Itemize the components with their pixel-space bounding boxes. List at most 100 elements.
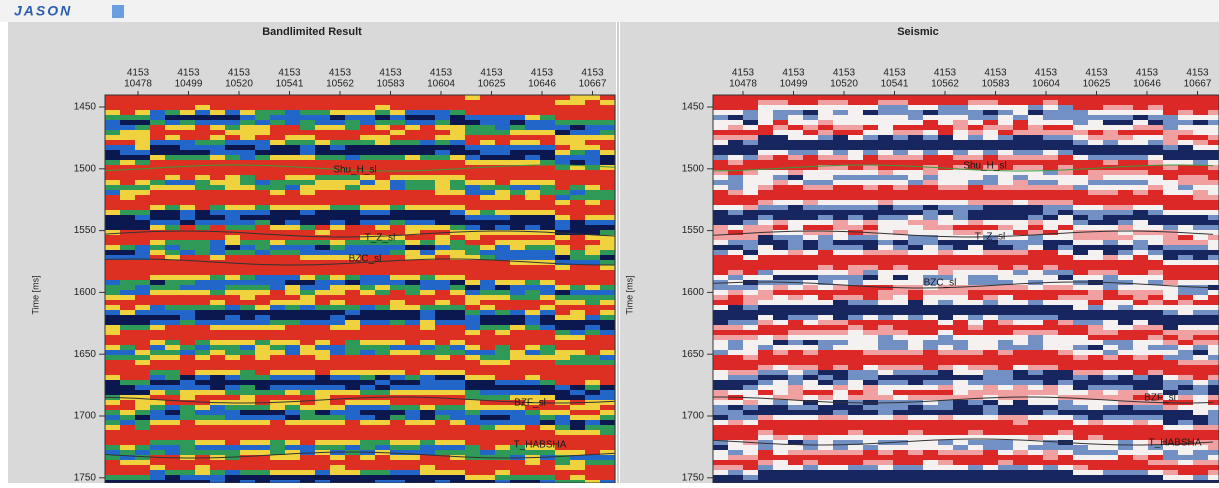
seismic-cell	[893, 305, 908, 310]
seismic-cell	[135, 190, 150, 195]
seismic-cell	[150, 365, 165, 370]
seismic-cell	[465, 260, 480, 265]
seismic-cell	[1028, 195, 1043, 200]
seismic-cell	[713, 260, 728, 265]
seismic-cell	[525, 380, 540, 385]
seismic-cell	[585, 130, 600, 135]
seismic-cell	[938, 395, 953, 400]
seismic-cell	[135, 380, 150, 385]
seismic-cell	[908, 110, 923, 115]
seismic-cell	[135, 285, 150, 290]
seismic-cell	[255, 115, 270, 120]
seismic-cell	[345, 355, 360, 360]
seismic-cell	[1088, 380, 1103, 385]
seismic-cell	[1013, 255, 1028, 260]
seismic-cell	[1163, 415, 1178, 420]
seismic-cell	[105, 250, 120, 255]
seismic-cell	[1103, 145, 1118, 150]
seismic-cell	[998, 310, 1013, 315]
seismic-cell	[465, 265, 480, 270]
seismic-cell	[758, 400, 773, 405]
seismic-cell	[893, 260, 908, 265]
seismic-cell	[1058, 380, 1073, 385]
seismic-cell	[713, 185, 728, 190]
seismic-cell	[375, 110, 390, 115]
seismic-cell	[1208, 150, 1219, 155]
seismic-cell	[758, 250, 773, 255]
seismic-cell	[195, 180, 210, 185]
seismic-cell	[998, 320, 1013, 325]
seismic-cell	[345, 470, 360, 475]
seismic-cell	[788, 340, 803, 345]
seismic-cell	[773, 385, 788, 390]
seismic-cell	[435, 160, 450, 165]
seismic-cell	[360, 245, 375, 250]
seismic-cell	[728, 245, 743, 250]
seismic-cell	[255, 170, 270, 175]
seismic-cell	[893, 225, 908, 230]
seismic-cell	[585, 340, 600, 345]
seismic-cell	[953, 95, 968, 100]
seismic-cell	[435, 320, 450, 325]
seismic-cell	[788, 185, 803, 190]
seismic-cell	[893, 265, 908, 270]
seismic-cell	[1043, 110, 1058, 115]
seismic-cell	[1088, 245, 1103, 250]
seismic-cell	[105, 295, 120, 300]
seismic-cell	[1163, 170, 1178, 175]
seismic-cell	[788, 225, 803, 230]
seismic-cell	[180, 445, 195, 450]
seismic-cell	[540, 360, 555, 365]
seismic-cell	[1028, 410, 1043, 415]
seismic-cell	[585, 140, 600, 145]
seismic-cell	[390, 110, 405, 115]
seismic-cell	[165, 265, 180, 270]
seismic-cell	[713, 410, 728, 415]
seismic-cell	[495, 190, 510, 195]
seismic-cell	[210, 255, 225, 260]
seismic-cell	[225, 365, 240, 370]
seismic-cell	[465, 325, 480, 330]
seismic-cell	[495, 280, 510, 285]
seismic-cell	[818, 415, 833, 420]
seismic-cell	[863, 265, 878, 270]
seismic-cell	[1058, 260, 1073, 265]
seismic-cell	[1118, 110, 1133, 115]
seismic-cell	[863, 390, 878, 395]
seismic-cell	[105, 410, 120, 415]
seismic-cell	[1133, 270, 1148, 275]
seismic-cell	[585, 155, 600, 160]
seismic-cell	[345, 115, 360, 120]
seismic-cell	[998, 110, 1013, 115]
seismic-cell	[743, 200, 758, 205]
seismic-cell	[848, 350, 863, 355]
seismic-cell	[1193, 300, 1208, 305]
seismic-cell	[345, 360, 360, 365]
seismic-cell	[480, 100, 495, 105]
seismic-cell	[1058, 275, 1073, 280]
seismic-cell	[165, 155, 180, 160]
seismic-cell	[195, 355, 210, 360]
seismic-cell	[420, 285, 435, 290]
seismic-cell	[1133, 95, 1148, 100]
seismic-cell	[1193, 220, 1208, 225]
seismic-cell	[210, 330, 225, 335]
seismic-cell	[270, 105, 285, 110]
seismic-cell	[150, 95, 165, 100]
seismic-cell	[330, 220, 345, 225]
seismic-cell	[968, 210, 983, 215]
seismic-cell	[1163, 270, 1178, 275]
seismic-cell	[420, 375, 435, 380]
seismic-cell	[180, 130, 195, 135]
seismic-cell	[525, 355, 540, 360]
seismic-cell	[240, 320, 255, 325]
seismic-cell	[450, 105, 465, 110]
seismic-cell	[405, 460, 420, 465]
seismic-cell	[968, 265, 983, 270]
seismic-cell	[1163, 160, 1178, 165]
seismic-cell	[345, 215, 360, 220]
seismic-cell	[743, 95, 758, 100]
seismic-cell	[240, 345, 255, 350]
seismic-cell	[450, 195, 465, 200]
seismic-cell	[848, 360, 863, 365]
